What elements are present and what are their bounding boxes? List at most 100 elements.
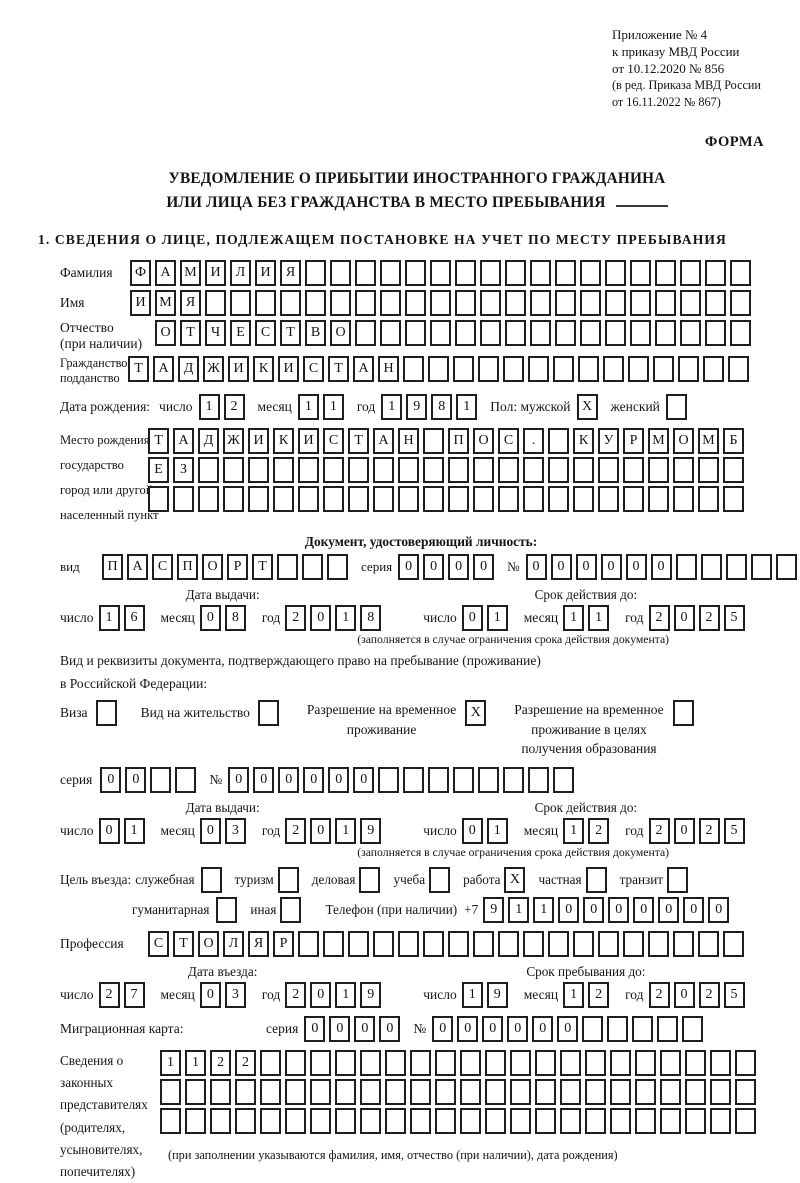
- char-box[interactable]: [410, 1108, 431, 1134]
- char-box[interactable]: И: [298, 428, 319, 455]
- char-box[interactable]: [560, 1108, 581, 1134]
- char-box[interactable]: [665, 394, 687, 421]
- char-box[interactable]: [150, 767, 172, 793]
- char-box[interactable]: [480, 259, 501, 286]
- char-box[interactable]: О: [202, 554, 223, 581]
- char-box[interactable]: 2: [235, 1050, 256, 1076]
- char-box[interactable]: [610, 1108, 631, 1134]
- char-box[interactable]: [648, 486, 669, 513]
- char-box[interactable]: [523, 486, 544, 513]
- char-box[interactable]: [673, 457, 694, 484]
- char-box[interactable]: 2: [223, 394, 245, 421]
- char-box[interactable]: [95, 700, 117, 727]
- char-box[interactable]: [257, 700, 279, 727]
- char-box[interactable]: [573, 486, 594, 513]
- char-box[interactable]: [628, 355, 649, 382]
- char-box[interactable]: А: [373, 428, 394, 455]
- char-box[interactable]: [435, 1050, 456, 1076]
- char-box[interactable]: Д: [178, 355, 199, 382]
- char-box[interactable]: [210, 1079, 231, 1105]
- char-box[interactable]: [273, 457, 294, 484]
- char-box[interactable]: [523, 931, 544, 957]
- char-box[interactable]: 2: [698, 982, 720, 1008]
- char-box[interactable]: [148, 486, 169, 513]
- char-box[interactable]: X: [465, 700, 487, 727]
- char-box[interactable]: М: [155, 289, 176, 316]
- char-box[interactable]: [385, 1050, 406, 1076]
- char-box[interactable]: [605, 259, 626, 286]
- char-box[interactable]: П: [177, 554, 198, 581]
- char-box[interactable]: [498, 486, 519, 513]
- char-box[interactable]: 2: [648, 818, 670, 844]
- char-box[interactable]: 2: [588, 982, 610, 1008]
- char-box[interactable]: И: [248, 428, 269, 455]
- char-box[interactable]: [573, 457, 594, 484]
- char-box[interactable]: [335, 1079, 356, 1105]
- char-box[interactable]: [373, 486, 394, 513]
- char-box[interactable]: 0: [650, 554, 672, 581]
- char-box[interactable]: [435, 1079, 456, 1105]
- char-box[interactable]: [430, 289, 451, 316]
- char-box[interactable]: 1: [297, 394, 319, 421]
- char-box[interactable]: [298, 457, 319, 484]
- char-box[interactable]: [680, 259, 701, 286]
- char-box[interactable]: Р: [227, 554, 248, 581]
- char-box[interactable]: [428, 355, 449, 382]
- char-box[interactable]: 1: [98, 605, 120, 632]
- char-box[interactable]: 1: [563, 605, 585, 632]
- char-box[interactable]: [723, 486, 744, 513]
- char-box[interactable]: 2: [698, 818, 720, 844]
- char-box[interactable]: 0: [253, 767, 275, 793]
- char-box[interactable]: [200, 867, 222, 893]
- char-box[interactable]: 7: [123, 982, 145, 1008]
- char-box[interactable]: 0: [673, 605, 695, 632]
- char-box[interactable]: 0: [329, 1016, 351, 1042]
- char-box[interactable]: [657, 1016, 679, 1042]
- char-box[interactable]: [623, 931, 644, 957]
- char-box[interactable]: 0: [525, 554, 547, 581]
- char-box[interactable]: С: [303, 355, 324, 382]
- char-box[interactable]: И: [278, 355, 299, 382]
- char-box[interactable]: [723, 931, 744, 957]
- char-box[interactable]: [323, 457, 344, 484]
- char-box[interactable]: [585, 1079, 606, 1105]
- char-box[interactable]: [553, 767, 575, 793]
- char-box[interactable]: [685, 1108, 706, 1134]
- char-box[interactable]: [555, 289, 576, 316]
- char-box[interactable]: [530, 319, 551, 346]
- char-box[interactable]: 1: [461, 982, 483, 1008]
- char-box[interactable]: [553, 355, 574, 382]
- char-box[interactable]: [198, 457, 219, 484]
- char-box[interactable]: 5: [723, 818, 745, 844]
- char-box[interactable]: И: [130, 289, 151, 316]
- char-box[interactable]: Т: [180, 319, 201, 346]
- char-box[interactable]: [505, 259, 526, 286]
- char-box[interactable]: 0: [608, 897, 630, 923]
- char-box[interactable]: [510, 1079, 531, 1105]
- char-box[interactable]: 1: [456, 394, 478, 421]
- char-box[interactable]: [255, 289, 276, 316]
- char-box[interactable]: [323, 931, 344, 957]
- char-box[interactable]: [403, 767, 425, 793]
- char-box[interactable]: 0: [558, 897, 580, 923]
- char-box[interactable]: [585, 1050, 606, 1076]
- char-box[interactable]: К: [253, 355, 274, 382]
- char-box[interactable]: [423, 931, 444, 957]
- char-box[interactable]: [198, 486, 219, 513]
- char-box[interactable]: [285, 1079, 306, 1105]
- char-box[interactable]: [355, 319, 376, 346]
- char-box[interactable]: У: [598, 428, 619, 455]
- char-box[interactable]: 1: [563, 982, 585, 1008]
- char-box[interactable]: 0: [199, 605, 221, 632]
- char-box[interactable]: 0: [507, 1016, 529, 1042]
- char-box[interactable]: 1: [508, 897, 530, 923]
- char-box[interactable]: [485, 1108, 506, 1134]
- char-box[interactable]: А: [153, 355, 174, 382]
- char-box[interactable]: 9: [406, 394, 428, 421]
- char-box[interactable]: [535, 1079, 556, 1105]
- char-box[interactable]: [498, 931, 519, 957]
- char-box[interactable]: С: [323, 428, 344, 455]
- char-box[interactable]: О: [198, 931, 219, 957]
- char-box[interactable]: [460, 1079, 481, 1105]
- char-box[interactable]: [635, 1079, 656, 1105]
